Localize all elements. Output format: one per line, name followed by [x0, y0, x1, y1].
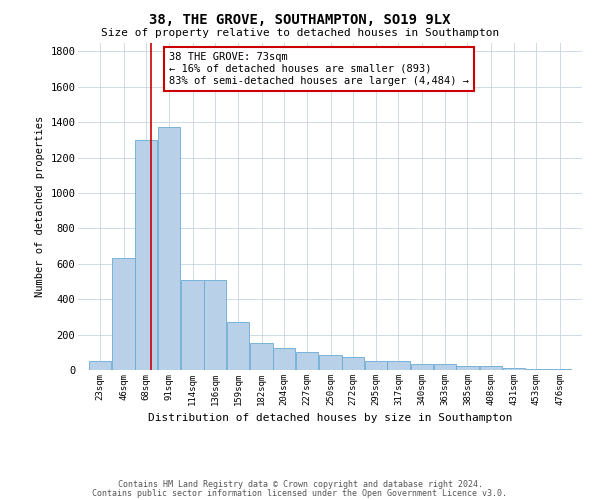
Bar [341, 356, 364, 370]
Text: 38, THE GROVE, SOUTHAMPTON, SO19 9LX: 38, THE GROVE, SOUTHAMPTON, SO19 9LX [149, 12, 451, 26]
Text: Contains HM Land Registry data © Crown copyright and database right 2024.: Contains HM Land Registry data © Crown c… [118, 480, 482, 489]
Bar [365, 361, 387, 370]
Y-axis label: Number of detached properties: Number of detached properties [35, 116, 44, 297]
Bar [296, 352, 319, 370]
Text: 38 THE GROVE: 73sqm
← 16% of detached houses are smaller (893)
83% of semi-detac: 38 THE GROVE: 73sqm ← 16% of detached ho… [169, 52, 469, 86]
Bar [135, 140, 157, 370]
Bar [548, 369, 571, 370]
Bar [319, 355, 341, 370]
Bar [525, 369, 548, 370]
Bar [503, 368, 525, 370]
Text: Size of property relative to detached houses in Southampton: Size of property relative to detached ho… [101, 28, 499, 38]
Text: Contains public sector information licensed under the Open Government Licence v3: Contains public sector information licen… [92, 488, 508, 498]
Bar [227, 322, 250, 370]
Bar [158, 128, 181, 370]
Bar [204, 280, 226, 370]
Bar [89, 361, 112, 370]
Bar [250, 342, 273, 370]
Bar [181, 280, 204, 370]
Bar [434, 364, 456, 370]
Bar [273, 348, 295, 370]
Bar [387, 361, 410, 370]
Bar [410, 364, 433, 370]
Bar [456, 366, 479, 370]
Bar [112, 258, 135, 370]
Bar [479, 366, 502, 370]
X-axis label: Distribution of detached houses by size in Southampton: Distribution of detached houses by size … [148, 414, 512, 424]
